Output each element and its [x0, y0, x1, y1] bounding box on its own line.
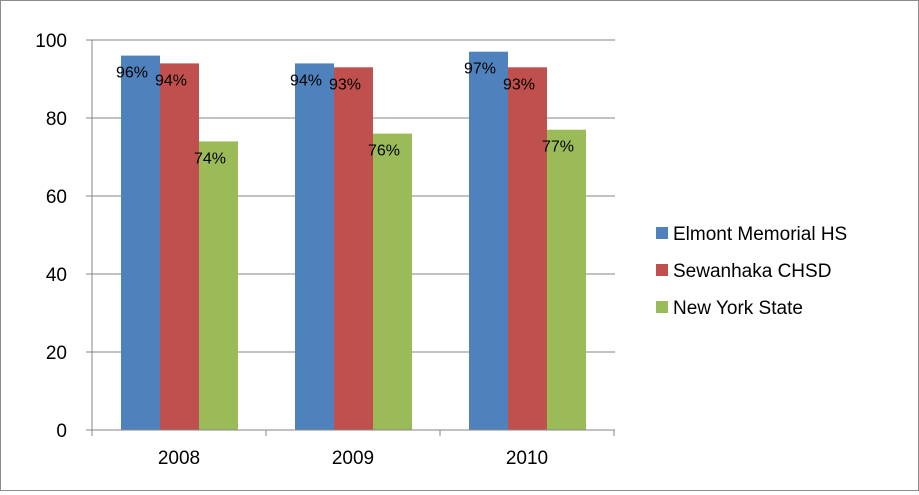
data-label-sewanhaka-chsd-2009: 93%: [329, 76, 361, 93]
bar-sewanhaka-chsd-2010: [508, 67, 547, 431]
legend-swatch-new-york-state: [656, 301, 668, 313]
data-label-elmont-memorial-hs-2008: 96%: [116, 65, 148, 82]
legend-label-sewanhaka-chsd: Sewanhaka CHSD: [673, 261, 831, 282]
bar-new-york-state-2008: [199, 141, 238, 430]
y-tick-label-0: 0: [56, 421, 67, 442]
bar-new-york-state-2009: [373, 133, 412, 430]
bar-sewanhaka-chsd-2008: [160, 63, 199, 431]
legend-label-elmont-memorial-hs: Elmont Memorial HS: [673, 224, 847, 245]
y-tick-label-80: 80: [46, 109, 67, 130]
y-tick-label-20: 20: [46, 343, 67, 364]
data-label-sewanhaka-chsd-2008: 94%: [155, 72, 187, 89]
data-label-new-york-state-2010: 77%: [542, 139, 574, 156]
data-label-sewanhaka-chsd-2010: 93%: [503, 76, 535, 93]
x-tick-label-2009: 2009: [332, 448, 374, 469]
data-label-new-york-state-2008: 74%: [194, 150, 226, 167]
x-tick-label-2010: 2010: [506, 448, 548, 469]
bar-new-york-state-2010: [547, 129, 586, 430]
data-label-elmont-memorial-hs-2009: 94%: [290, 72, 322, 89]
bar-elmont-memorial-hs-2010: [469, 51, 508, 430]
data-label-new-york-state-2009: 76%: [368, 143, 400, 160]
axes: 0 20 40 60 80 100 2008 2009 2010: [35, 31, 615, 469]
legend: Elmont Memorial HS Sewanhaka CHSD New York…: [656, 224, 847, 319]
legend-swatch-sewanhaka-chsd: [656, 264, 668, 276]
y-tick-label-100: 100: [35, 31, 67, 52]
y-tick-label-60: 60: [46, 187, 67, 208]
legend-label-new-york-state: New York State: [673, 298, 803, 319]
bar-sewanhaka-chsd-2009: [334, 67, 373, 431]
bar-elmont-memorial-hs-2008: [121, 55, 160, 430]
x-tick-label-2008: 2008: [158, 448, 200, 469]
legend-swatch-elmont-memorial-hs: [656, 227, 668, 239]
data-label-elmont-memorial-hs-2010: 97%: [464, 61, 496, 78]
bar-elmont-memorial-hs-2009: [295, 63, 334, 431]
data-labels: 96% 94% 74% 94% 93% 76% 97% 93% 77%: [116, 61, 574, 168]
bars: [121, 51, 586, 431]
y-tick-label-40: 40: [46, 265, 67, 286]
